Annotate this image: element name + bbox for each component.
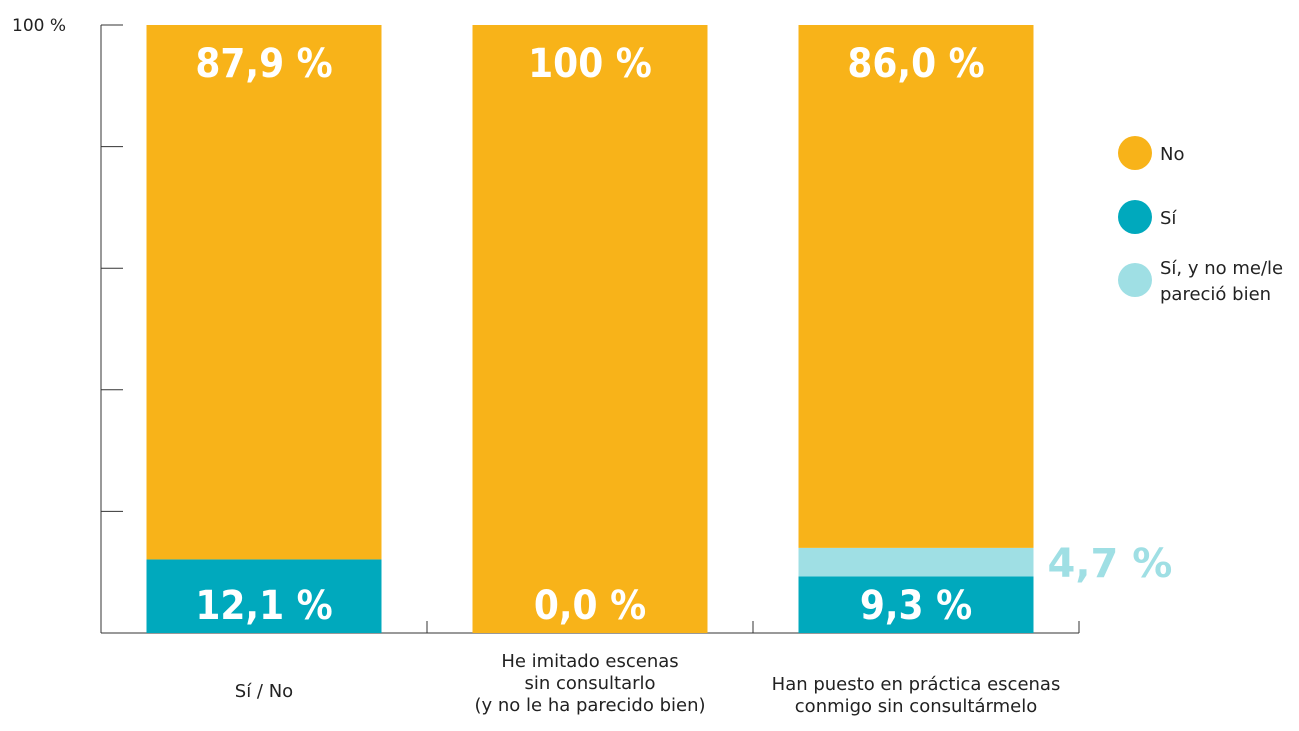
y-tick-label: 100 % bbox=[12, 16, 66, 36]
legend: No Sí Sí, y no me/le pareció bien bbox=[1118, 136, 1283, 305]
bar-segment bbox=[798, 576, 1034, 633]
data-label: 0,0 % bbox=[534, 583, 646, 629]
legend-label: pareció bien bbox=[1160, 284, 1271, 305]
bar-segment bbox=[472, 25, 708, 633]
legend-label: Sí bbox=[1160, 208, 1177, 229]
data-label: 9,3 % bbox=[860, 583, 972, 629]
category-label: conmigo sin consultármelo bbox=[795, 696, 1037, 717]
bars bbox=[146, 25, 1034, 633]
category-label: He imitado escenas bbox=[501, 651, 678, 672]
bar-segment bbox=[146, 559, 382, 633]
legend-swatch bbox=[1118, 200, 1152, 234]
data-label: 86,0 % bbox=[847, 41, 984, 87]
category-label: Sí / No bbox=[235, 681, 293, 702]
data-label: 100 % bbox=[528, 41, 652, 87]
data-label: 87,9 % bbox=[195, 41, 332, 87]
category-label: sin consultarlo bbox=[524, 673, 655, 694]
bar-segment bbox=[798, 25, 1034, 548]
data-label: 4,7 % bbox=[1048, 541, 1173, 587]
bar-segment bbox=[798, 547, 1034, 577]
legend-swatch bbox=[1118, 136, 1152, 170]
legend-label: Sí, y no me/le bbox=[1160, 258, 1283, 279]
category-label: (y no le ha parecido bien) bbox=[474, 695, 705, 716]
category-label: Han puesto en práctica escenas bbox=[772, 674, 1061, 695]
data-labels: 12,1 % 87,9 % 0,0 % 100 % 9,3 % 4,7 % 86,0 % bbox=[195, 41, 1172, 629]
bar-segment bbox=[146, 25, 382, 560]
legend-swatch bbox=[1118, 263, 1152, 297]
data-label: 12,1 % bbox=[195, 583, 332, 629]
legend-label: No bbox=[1160, 144, 1184, 165]
